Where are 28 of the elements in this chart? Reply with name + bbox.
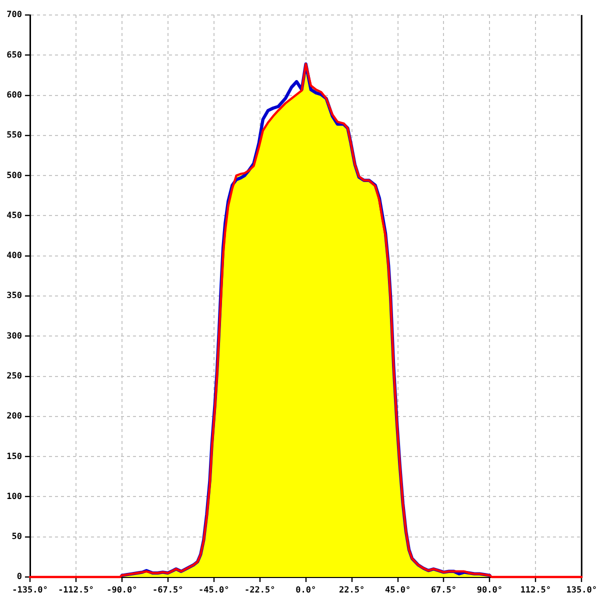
x-tick-label: 0.0° <box>296 585 316 596</box>
y-tick-label: 50 <box>12 532 22 542</box>
y-tick-label: 500 <box>6 170 22 181</box>
x-tick-label: -67.5° <box>152 585 184 596</box>
x-tick-label: 112.5° <box>520 585 552 596</box>
y-tick-label: 350 <box>6 291 22 302</box>
x-tick-label: -45.0° <box>198 585 230 596</box>
y-tick-label: 150 <box>6 452 22 462</box>
y-tick-label: 300 <box>6 331 22 342</box>
x-tick-label: -135.0° <box>12 585 48 596</box>
y-tick-label: 600 <box>6 90 22 100</box>
x-tick-label: -22.5° <box>244 585 276 596</box>
x-tick-label: 67.5° <box>430 585 457 596</box>
y-tick-label: 0 <box>16 572 22 582</box>
y-tick-label: 700 <box>6 10 22 20</box>
x-tick-label: 135.0° <box>566 585 598 596</box>
x-tick-label: -112.5° <box>58 585 94 596</box>
y-tick-label: 450 <box>6 210 22 221</box>
x-tick-label: -90.0° <box>106 585 138 596</box>
y-tick-label: 400 <box>6 251 22 262</box>
y-tick-label: 650 <box>6 50 22 60</box>
x-tick-label: 22.5° <box>339 585 365 596</box>
x-tick-label: 90.0° <box>476 585 503 596</box>
y-tick-label: 100 <box>6 492 22 502</box>
y-tick-label: 250 <box>6 371 22 382</box>
y-tick-label: 200 <box>6 412 22 422</box>
y-tick-label: 550 <box>6 130 22 141</box>
x-tick-label: 45.0° <box>384 585 411 596</box>
